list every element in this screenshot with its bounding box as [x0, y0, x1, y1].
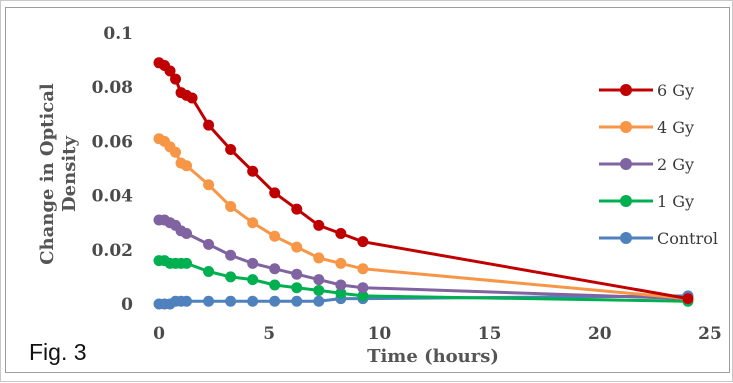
x-axis-title: Time (hours)	[367, 346, 499, 367]
data-point	[170, 73, 182, 85]
data-point	[269, 187, 281, 199]
x-tick-label: 0	[153, 324, 165, 344]
data-point	[335, 287, 347, 299]
data-point	[247, 295, 259, 307]
legend-label: 1 Gy	[657, 192, 694, 211]
data-point	[181, 160, 193, 172]
data-point	[291, 268, 303, 280]
data-point	[247, 274, 259, 286]
data-point	[225, 271, 237, 283]
series-layer	[153, 57, 694, 310]
data-point	[357, 282, 369, 294]
data-point	[335, 257, 347, 269]
data-point	[313, 295, 325, 307]
data-point	[313, 274, 325, 286]
x-tick-label: 15	[478, 324, 502, 344]
y-tick-label: 0.1	[103, 24, 133, 44]
data-point	[181, 228, 193, 240]
legend-marker	[620, 158, 632, 170]
data-point	[247, 217, 259, 229]
data-point	[247, 165, 259, 177]
data-point	[291, 282, 303, 294]
data-point	[682, 293, 694, 305]
x-tick-label: 20	[588, 324, 612, 344]
data-point	[164, 65, 176, 77]
data-point	[291, 241, 303, 253]
y-tick-label: 0.02	[92, 241, 133, 261]
axes: 0 5 10 15 20 25 0 0.02 0.04 0.06 0.08 0.1	[92, 24, 722, 344]
data-point	[247, 257, 259, 269]
figure-label: Fig. 3	[29, 339, 87, 365]
data-point	[225, 200, 237, 212]
y-tick-label: 0.04	[92, 187, 134, 207]
y-axis-title-line-2: Density	[59, 136, 80, 212]
data-point	[269, 279, 281, 291]
data-point	[203, 265, 215, 277]
data-point	[357, 236, 369, 248]
data-point	[170, 146, 182, 158]
legend-marker	[620, 195, 632, 207]
data-point	[181, 295, 193, 307]
legend-label: 6 Gy	[657, 81, 694, 100]
y-tick-label: 0	[121, 295, 133, 315]
data-point	[203, 295, 215, 307]
legend-marker	[620, 232, 632, 244]
x-tick-label: 10	[368, 324, 392, 344]
series-line	[159, 218, 689, 301]
data-point	[186, 92, 198, 104]
legend: 6 Gy 4 Gy 2 Gy 1 Gy Control	[599, 81, 718, 248]
data-point	[291, 295, 303, 307]
data-point	[203, 119, 215, 131]
data-point	[357, 290, 369, 302]
x-tick-label: 5	[263, 324, 275, 344]
y-tick-label: 0.06	[92, 132, 133, 152]
data-point	[225, 295, 237, 307]
data-point	[335, 228, 347, 240]
legend-marker	[620, 84, 632, 96]
data-point	[291, 203, 303, 215]
y-axis-title-line-1: Change in Optical	[37, 83, 58, 265]
legend-label: 4 Gy	[657, 118, 694, 137]
legend-label: Control	[657, 229, 718, 248]
data-point	[225, 144, 237, 156]
data-point	[313, 252, 325, 264]
data-point	[269, 295, 281, 307]
data-point	[203, 238, 215, 250]
chart-frame	[5, 7, 730, 373]
legend-label: 2 Gy	[657, 155, 694, 174]
y-tick-label: 0.08	[92, 78, 133, 98]
data-point	[313, 284, 325, 296]
data-point	[313, 219, 325, 231]
data-point	[357, 263, 369, 275]
data-point	[181, 257, 193, 269]
data-point	[225, 249, 237, 261]
data-point	[269, 263, 281, 275]
x-tick-label: 25	[698, 324, 722, 344]
data-point	[335, 279, 347, 291]
series-line	[158, 61, 689, 301]
data-point	[203, 179, 215, 191]
data-point	[269, 230, 281, 242]
legend-marker	[620, 121, 632, 133]
